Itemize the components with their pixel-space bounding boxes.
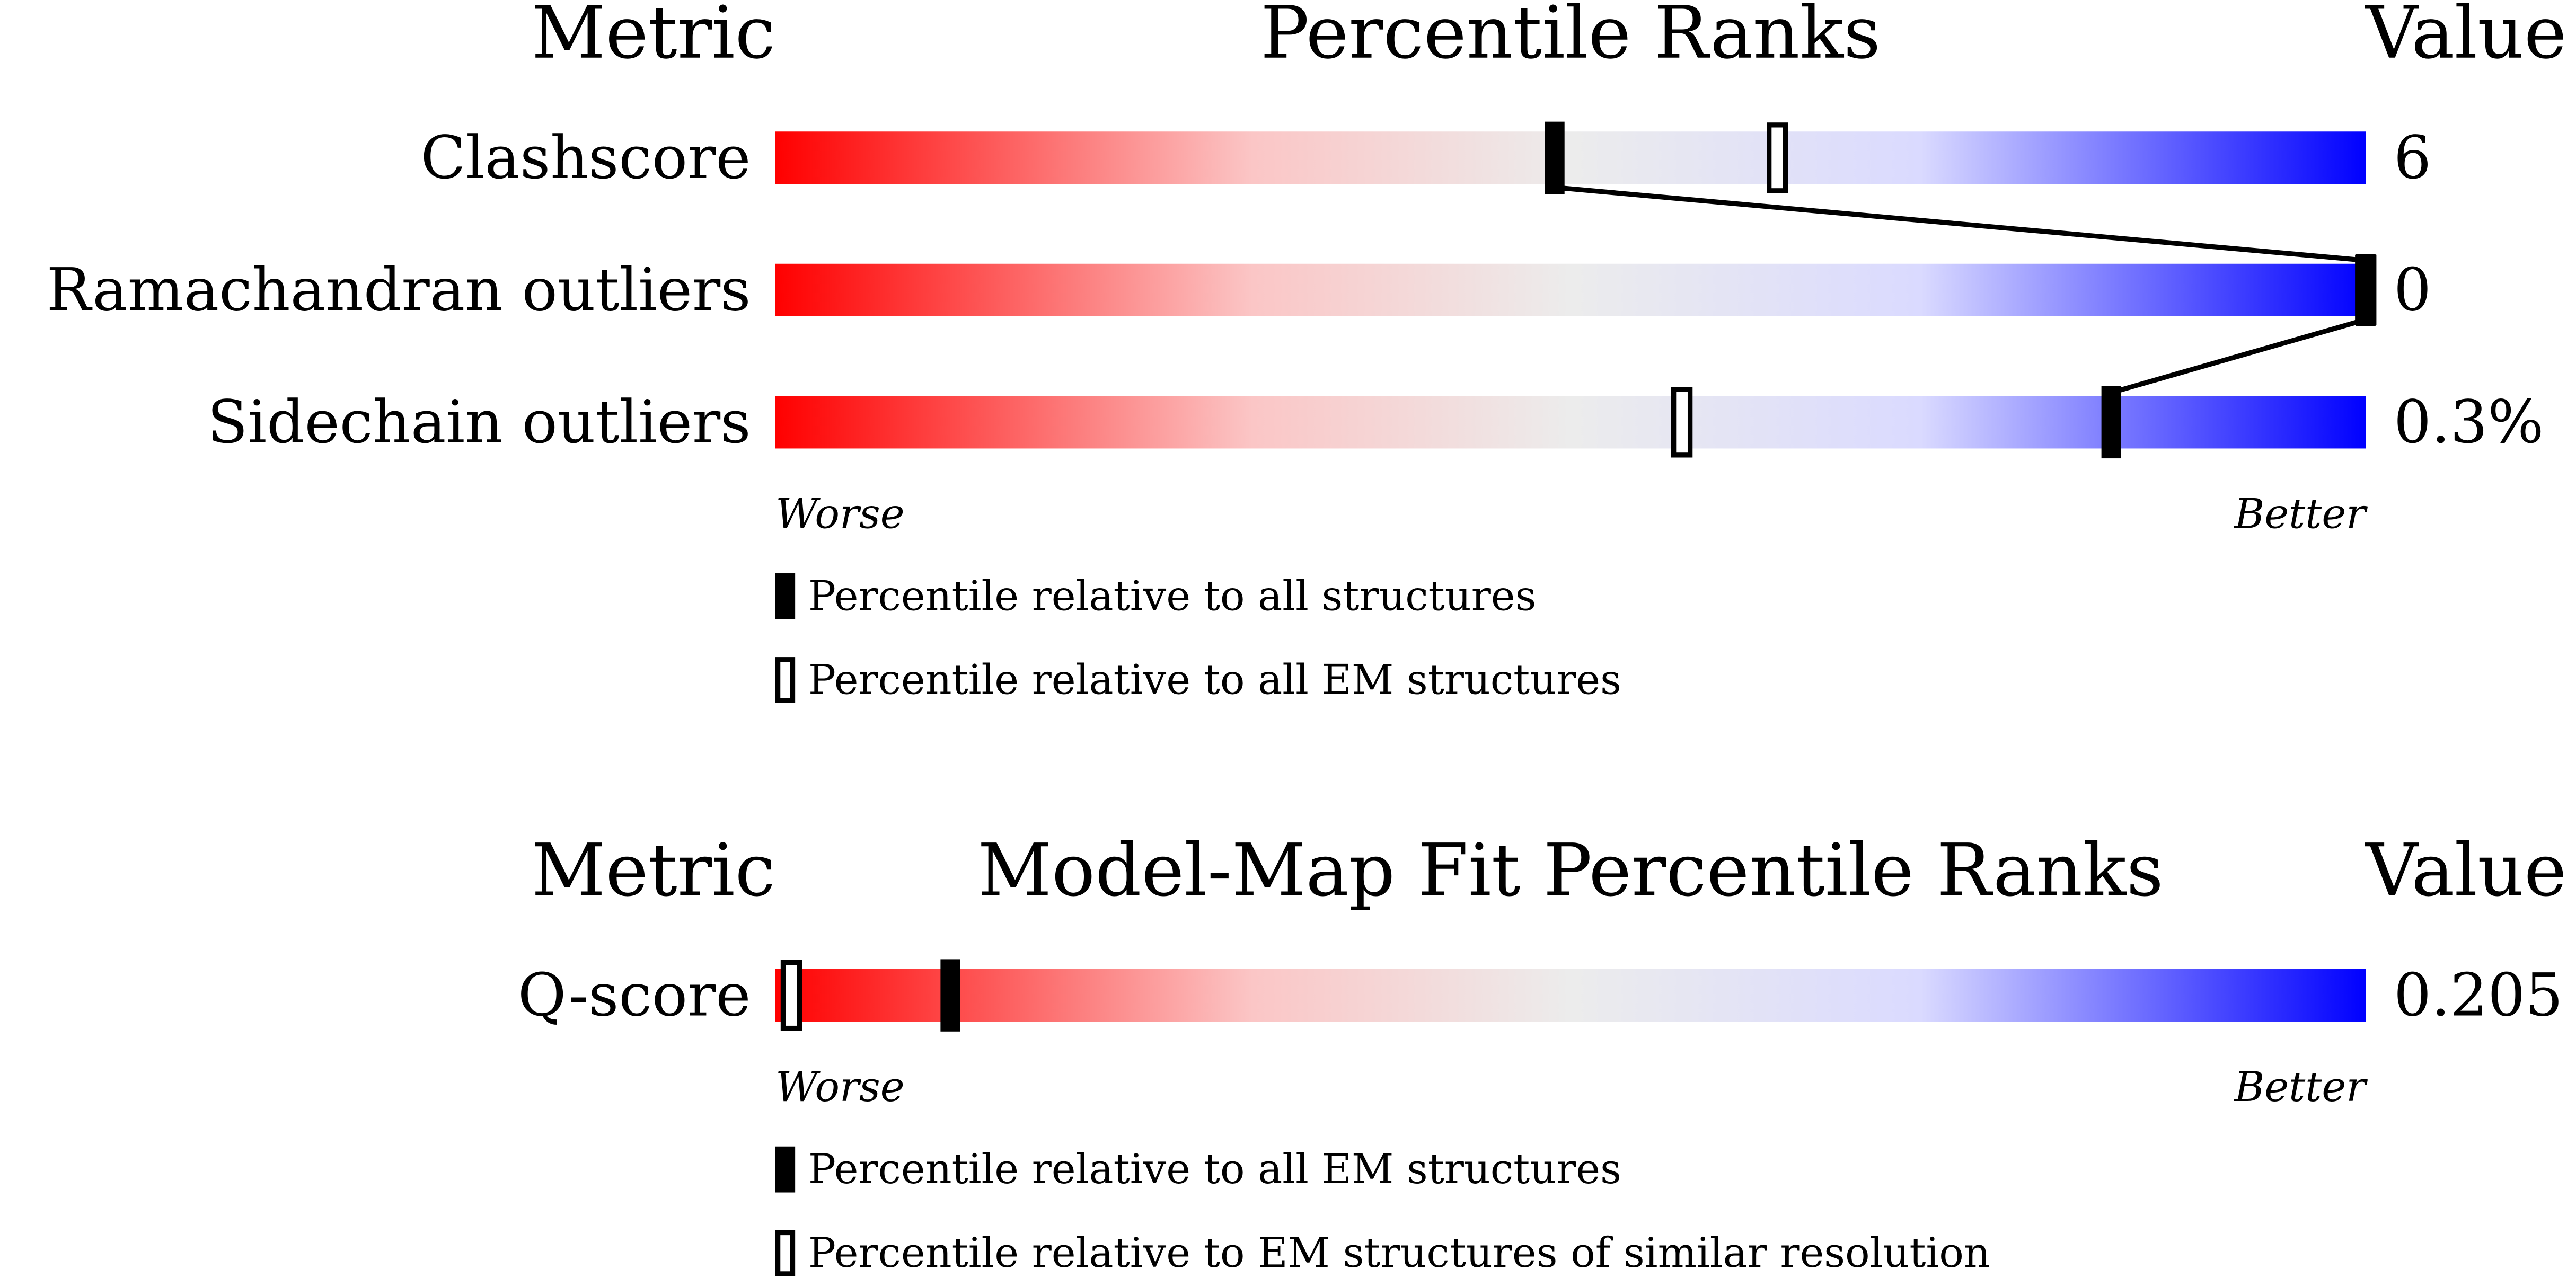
metric-value: 0.3% xyxy=(2394,388,2544,457)
legend-icon xyxy=(775,573,796,619)
legend-icon xyxy=(775,1146,796,1193)
percentile-marker xyxy=(940,959,960,1032)
metric-label: Ramachandran outliers xyxy=(47,255,751,324)
metric-value: 0 xyxy=(2394,255,2431,324)
percentile-marker-open xyxy=(1767,122,1788,193)
worse-label: Worse xyxy=(775,490,905,538)
connector xyxy=(2110,317,2367,395)
worse-label: Worse xyxy=(775,1063,905,1111)
slider-bar xyxy=(775,969,2366,1022)
connector xyxy=(1554,185,2366,263)
metric-header: Metric xyxy=(532,0,775,75)
metric-value: 6 xyxy=(2394,123,2431,192)
metric-header: Metric xyxy=(532,829,775,913)
percentile-marker-open xyxy=(780,960,802,1031)
legend-label: Percentile relative to EM structures of … xyxy=(808,1229,1990,1277)
legend-label: Percentile relative to all EM structures xyxy=(808,1146,1621,1193)
legend-label: Percentile relative to all EM structures xyxy=(808,656,1621,704)
slider-bar xyxy=(775,396,2366,449)
percentile-marker-open xyxy=(1671,387,1693,458)
metric-value: 0.205 xyxy=(2394,961,2563,1030)
value-header: Value xyxy=(2365,829,2566,913)
legend-icon xyxy=(775,657,796,703)
percentile-marker xyxy=(2101,386,2121,459)
value-header: Value xyxy=(2365,0,2566,75)
legend-label: Percentile relative to all structures xyxy=(808,572,1536,620)
slider-bar xyxy=(775,263,2366,316)
metric-label: Q-score xyxy=(518,961,751,1030)
percentile-marker xyxy=(2356,254,2376,326)
slider-bar xyxy=(775,131,2366,184)
metric-label: Sidechain outliers xyxy=(207,388,751,457)
legend-icon xyxy=(775,1230,796,1276)
chart-title: Percentile Ranks xyxy=(1260,0,1881,75)
chart-title: Model-Map Fit Percentile Ranks xyxy=(977,829,2163,913)
better-label: Better xyxy=(2233,1063,2368,1111)
metric-label: Clashscore xyxy=(420,123,751,192)
percentile-marker xyxy=(1545,121,1565,194)
better-label: Better xyxy=(2233,490,2368,538)
